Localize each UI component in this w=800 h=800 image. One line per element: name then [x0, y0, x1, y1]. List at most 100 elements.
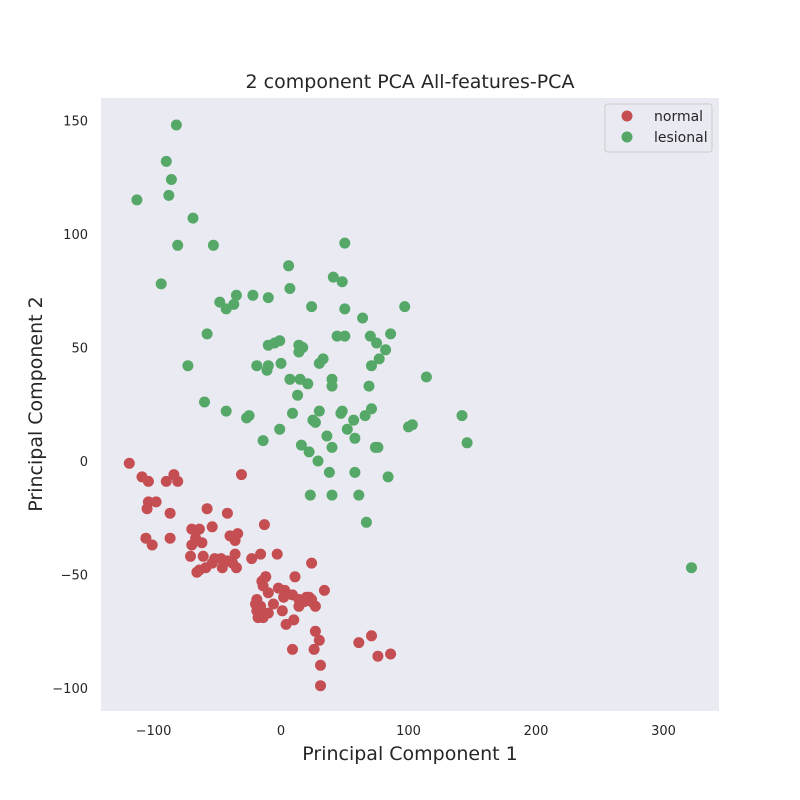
point-normal-17	[221, 507, 233, 519]
point-lesional-59	[313, 405, 325, 417]
point-lesional-78	[349, 432, 361, 444]
point-lesional-9	[283, 260, 295, 272]
point-lesional-27	[274, 335, 286, 347]
point-normal-23	[258, 519, 270, 531]
point-lesional-68	[406, 419, 418, 431]
point-lesional-69	[456, 410, 468, 422]
legend-label-normal: normal	[654, 109, 703, 125]
point-normal-38	[221, 555, 233, 567]
x-tick-label: −100	[136, 724, 172, 739]
point-lesional-89	[686, 562, 697, 574]
point-normal-12	[164, 532, 176, 544]
point-normal-62	[293, 600, 305, 612]
point-lesional-49	[366, 360, 377, 372]
point-lesional-55	[220, 405, 232, 417]
point-normal-67	[301, 591, 312, 603]
points-layer	[123, 119, 697, 692]
y-tick-label: −100	[52, 682, 88, 697]
point-normal-83	[256, 575, 268, 587]
point-normal-39	[246, 553, 258, 565]
point-lesional-16	[262, 292, 274, 304]
point-lesional-34	[371, 337, 383, 349]
y-tick-label: 150	[63, 115, 88, 130]
point-lesional-30	[293, 346, 305, 358]
point-lesional-39	[251, 360, 263, 372]
point-lesional-12	[327, 271, 339, 283]
point-lesional-36	[385, 328, 397, 340]
y-tick-label: 50	[71, 342, 88, 357]
point-lesional-77	[341, 423, 353, 435]
y-tick-label: 0	[80, 455, 88, 470]
point-lesional-21	[339, 303, 351, 315]
point-normal-13	[186, 523, 198, 535]
point-normal-78	[315, 680, 326, 692]
point-lesional-81	[312, 455, 324, 467]
point-lesional-8	[155, 278, 167, 290]
legend-marker-lesional	[621, 131, 633, 143]
point-lesional-48	[373, 353, 385, 365]
point-normal-8	[172, 475, 184, 487]
point-normal-11	[146, 539, 158, 551]
point-lesional-46	[326, 380, 338, 392]
y-axis-ticks: −100 −50 0 50 100 150	[52, 115, 88, 698]
point-normal-75	[308, 643, 320, 655]
point-lesional-66	[366, 403, 377, 415]
point-lesional-2	[165, 174, 177, 185]
point-lesional-0	[170, 119, 182, 131]
point-normal-52	[256, 607, 268, 619]
point-normal-59	[289, 571, 301, 583]
point-lesional-83	[349, 466, 361, 478]
point-normal-22	[232, 528, 244, 540]
point-lesional-14	[230, 289, 242, 301]
point-normal-80	[366, 630, 377, 642]
y-axis-label: Principal Component 2	[25, 296, 47, 511]
point-lesional-76	[326, 441, 338, 453]
point-lesional-22	[399, 301, 411, 313]
point-lesional-6	[172, 239, 184, 251]
point-normal-27	[185, 550, 196, 562]
point-lesional-58	[287, 407, 298, 419]
point-normal-82	[385, 648, 397, 660]
point-normal-73	[309, 625, 321, 637]
point-normal-76	[287, 643, 298, 655]
legend-marker-normal	[621, 110, 633, 122]
point-lesional-42	[182, 360, 194, 372]
point-lesional-87	[353, 489, 365, 501]
point-lesional-3	[163, 189, 175, 201]
point-lesional-85	[304, 489, 316, 501]
x-axis-label: Principal Component 1	[302, 743, 517, 765]
point-normal-5	[150, 496, 162, 508]
point-normal-45	[267, 598, 279, 610]
point-lesional-88	[360, 516, 372, 528]
point-lesional-71	[274, 423, 286, 435]
point-lesional-63	[336, 405, 348, 417]
x-tick-label: 0	[277, 724, 285, 739]
point-lesional-70	[461, 437, 473, 449]
point-lesional-73	[295, 439, 307, 451]
point-lesional-32	[339, 330, 351, 342]
point-lesional-15	[247, 289, 259, 301]
point-lesional-35	[380, 344, 392, 356]
point-lesional-74	[303, 446, 315, 458]
point-lesional-53	[292, 389, 304, 401]
point-lesional-10	[339, 237, 351, 249]
point-normal-6	[160, 475, 172, 487]
point-normal-9	[164, 507, 176, 519]
point-lesional-86	[326, 489, 338, 501]
point-lesional-41	[275, 357, 287, 369]
y-tick-label: −50	[61, 569, 88, 584]
point-lesional-47	[363, 380, 375, 392]
point-lesional-72	[257, 435, 269, 447]
point-lesional-84	[382, 471, 394, 483]
point-lesional-51	[284, 373, 296, 385]
x-tick-label: 100	[396, 724, 421, 739]
point-lesional-11	[284, 283, 296, 294]
point-normal-81	[372, 650, 384, 662]
point-lesional-82	[323, 466, 335, 478]
legend-label-lesional: lesional	[654, 130, 708, 146]
point-normal-74	[313, 634, 325, 646]
point-lesional-54	[199, 396, 210, 408]
point-normal-0	[123, 457, 135, 469]
point-normal-21	[229, 548, 241, 560]
